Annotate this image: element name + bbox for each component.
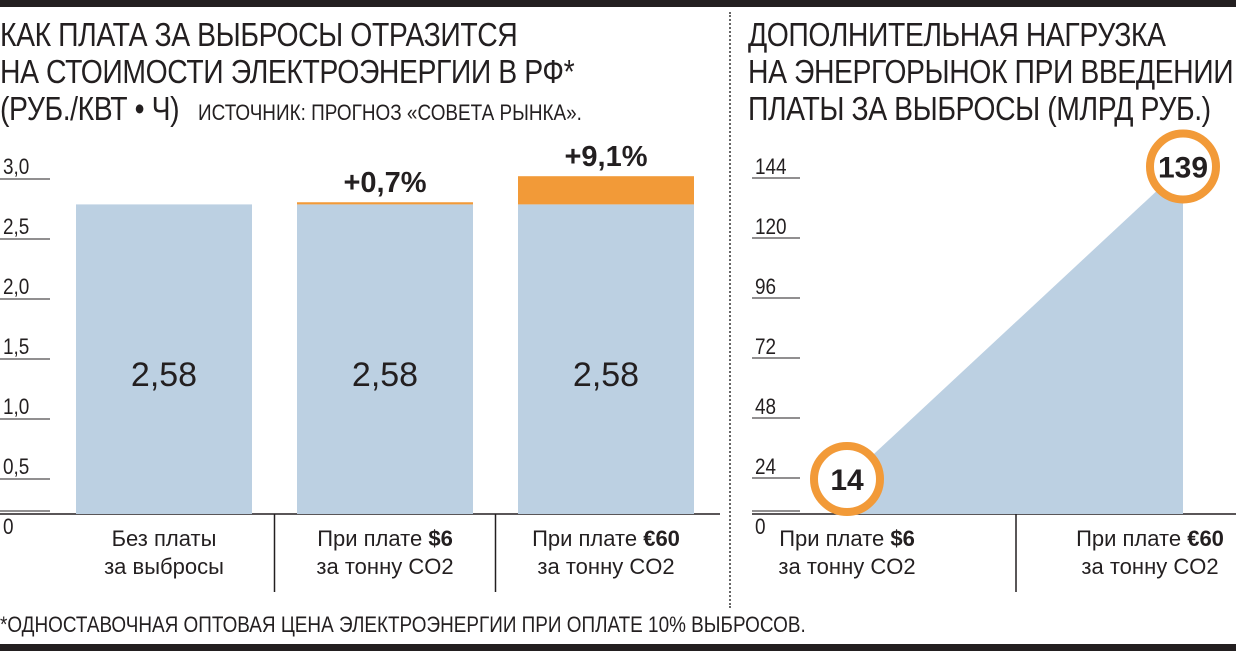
left-title-line2: НА СТОИМОСТИ ЭЛЕКТРОЭНЕРГИИ В РФ* [0, 53, 575, 90]
category-label-price: €60 [1187, 526, 1224, 551]
value-marker [1146, 129, 1220, 204]
category-label-price: $6 [428, 526, 453, 551]
category-label-line2: за тонну CO2 [778, 554, 916, 579]
right-title-line3: ПЛАТЫ ЗА ВЫБРОСЫ (МЛРД РУБ.) [748, 90, 1211, 127]
right-title-line2: НА ЭНЕРГОРЫНОК ПРИ ВВЕДЕНИИ [748, 53, 1234, 90]
bar-increment-label: +9,1% [564, 141, 647, 173]
bar-increment [518, 176, 694, 205]
value-marker [810, 442, 884, 516]
category-label: При плате €60 за тонну CO2 [496, 525, 716, 581]
category-label-prefix: При плате [532, 526, 644, 551]
y-tick-label: 0 [3, 515, 14, 540]
point-value-label: 139 [1158, 152, 1208, 185]
y-tick-label: 48 [755, 395, 776, 420]
bar-value-label: 2,58 [573, 356, 639, 394]
bar-value-label: 2,58 [352, 356, 418, 394]
category-label-line2: за тонну CO2 [1081, 554, 1219, 579]
area-series [847, 166, 1183, 514]
y-tick-label: 0,5 [3, 455, 29, 480]
footnote: *ОДНОСТАВОЧНАЯ ОПТОВАЯ ЦЕНА ЭЛЕКТРОЭНЕРГ… [0, 612, 806, 637]
y-tick-label: 120 [755, 215, 787, 240]
category-label-line2: за выбросы [104, 554, 224, 579]
bar-value-label: 2,58 [131, 356, 197, 394]
category-label: При плате €60 за тонну CO2 [1040, 525, 1236, 581]
category-label: Без платы за выбросы [54, 525, 274, 581]
left-chart-title: КАК ПЛАТА ЗА ВЫБРОСЫ ОТРАЗИТСЯ НА СТОИМО… [0, 16, 582, 131]
bar-increment [297, 202, 473, 205]
y-tick-label: 1,5 [3, 335, 29, 360]
bottom-rule [0, 644, 1236, 651]
category-label-line2: за тонну CO2 [316, 554, 454, 579]
y-tick-label: 2,5 [3, 215, 29, 240]
bar-base [518, 204, 694, 514]
top-rule [0, 0, 1236, 7]
bar-base [297, 204, 473, 514]
category-label-prefix: При плате [779, 526, 891, 551]
category-label-price: $6 [890, 526, 915, 551]
y-tick-label: 24 [755, 455, 776, 480]
left-title-line1: КАК ПЛАТА ЗА ВЫБРОСЫ ОТРАЗИТСЯ [0, 16, 518, 53]
y-tick-label: 2,0 [3, 275, 29, 300]
point-value-label: 14 [830, 464, 864, 497]
y-tick-label: 72 [755, 335, 776, 360]
right-title-line1: ДОПОЛНИТЕЛЬНАЯ НАГРУЗКА [748, 16, 1166, 53]
right-chart-title: ДОПОЛНИТЕЛЬНАЯ НАГРУЗКА НА ЭНЕРГОРЫНОК П… [748, 16, 1234, 127]
category-label-prefix: При плате [1076, 526, 1188, 551]
category-label-line2: за тонну CO2 [537, 554, 675, 579]
y-tick-label: 0 [755, 515, 766, 540]
y-tick-label: 144 [755, 155, 787, 180]
category-label: При плате $6 за тонну CO2 [737, 525, 957, 581]
y-tick-label: 1,0 [3, 395, 29, 420]
category-label-prefix: Без платы [111, 526, 217, 551]
y-tick-label: 3,0 [3, 155, 29, 180]
category-label-prefix: При плате [317, 526, 429, 551]
source-note: ИСТОЧНИК: ПРОГНОЗ «СОВЕТА РЫНКА». [198, 100, 582, 125]
category-label-price: €60 [643, 526, 680, 551]
panel-divider [729, 12, 731, 608]
bar-base [76, 204, 252, 514]
left-title-line3: (РУБ./КВТ • Ч) [0, 90, 180, 127]
y-tick-label: 96 [755, 275, 776, 300]
bar-increment-label: +0,7% [343, 167, 426, 199]
category-label: При плате $6 за тонну CO2 [275, 525, 495, 581]
